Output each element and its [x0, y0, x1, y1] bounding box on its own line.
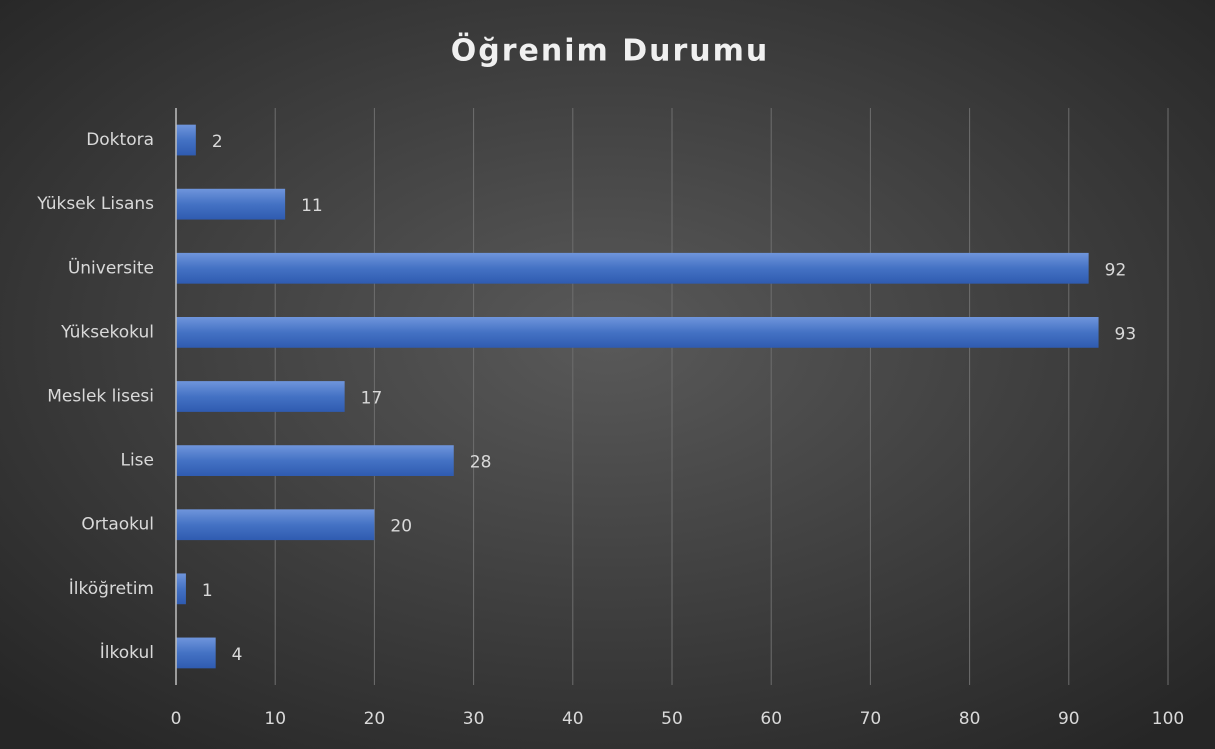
bar [176, 252, 1089, 284]
x-tick-label: 10 [264, 709, 286, 729]
bar [176, 445, 454, 476]
y-tick-label: İlkokul [100, 642, 154, 663]
data-label: 4 [232, 645, 243, 665]
data-label: 20 [390, 517, 412, 537]
y-tick-label: Yüksekokul [60, 322, 154, 342]
data-label: 93 [1115, 324, 1137, 344]
data-label: 28 [470, 453, 492, 473]
y-tick-label: Yüksek Lisans [36, 194, 154, 214]
data-label: 17 [361, 389, 383, 409]
y-tick-label: Doktora [86, 130, 154, 150]
x-tick-label: 50 [661, 709, 683, 729]
x-tick-label: 0 [171, 709, 182, 729]
bar [176, 381, 345, 412]
data-label: 11 [301, 196, 323, 216]
bar [176, 573, 186, 605]
y-tick-label: Üniversite [68, 256, 154, 278]
bar [176, 124, 196, 156]
x-tick-label: 70 [860, 709, 882, 729]
y-tick-label: İlköğretim [69, 578, 154, 599]
x-tick-label: 30 [463, 709, 485, 729]
bar [176, 509, 375, 541]
x-tick-label: 40 [562, 709, 584, 729]
y-tick-label: Meslek lisesi [47, 387, 154, 407]
x-tick-label: 20 [364, 709, 386, 729]
y-tick-label: Lise [120, 451, 154, 471]
chart-title: Öğrenim Durumu [451, 32, 770, 69]
x-tick-label: 90 [1058, 709, 1080, 729]
x-tick-label: 60 [760, 709, 782, 729]
bar [176, 317, 1099, 348]
data-label: 2 [212, 132, 223, 152]
data-label: 1 [202, 581, 213, 601]
bar [176, 637, 216, 669]
x-tick-label: 100 [1152, 709, 1184, 729]
bar [176, 188, 286, 220]
x-tick-label: 80 [959, 709, 981, 729]
data-label: 92 [1105, 260, 1127, 280]
y-tick-label: Ortaokul [81, 515, 154, 535]
